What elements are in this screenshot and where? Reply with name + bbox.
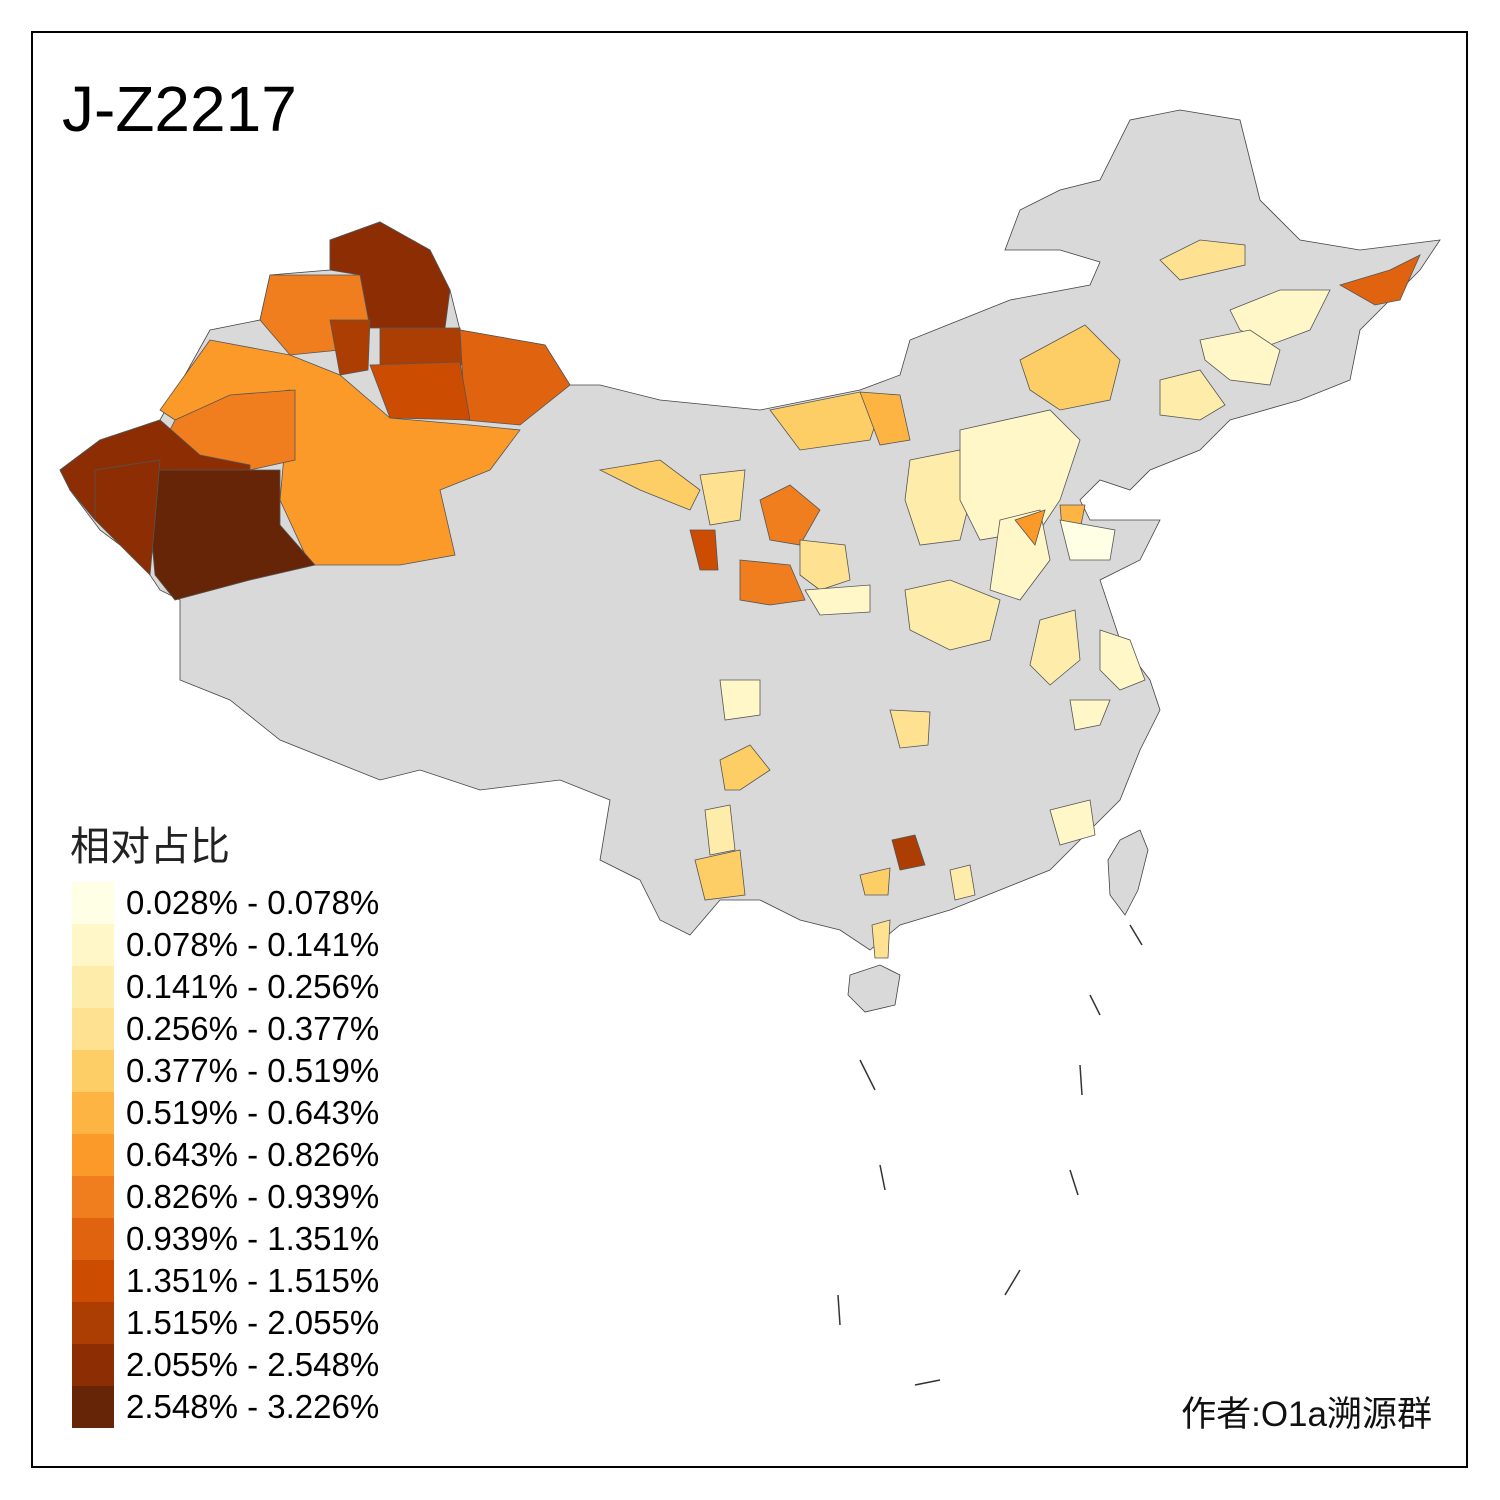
nine-dash-line-segment — [837, 1294, 841, 1326]
region-bin-4 — [719, 744, 771, 791]
legend-swatch — [72, 1134, 114, 1176]
legend-label: 0.939% - 1.351% — [126, 1220, 380, 1257]
legend-swatch — [72, 1386, 114, 1428]
region-bin-1 — [1099, 629, 1146, 691]
legend-swatch — [72, 966, 114, 1008]
region-bin-5 — [859, 391, 911, 446]
legend-label: 1.351% - 1.515% — [126, 1262, 380, 1299]
legend-swatch — [72, 1176, 114, 1218]
region-bin-10 — [329, 319, 371, 376]
legend-item: 0.643% - 0.826% — [72, 1134, 379, 1176]
legend-item: 0.939% - 1.351% — [72, 1218, 379, 1260]
legend-item: 1.515% - 2.055% — [72, 1302, 379, 1344]
region-bin-7 — [759, 484, 821, 546]
nine-dash-line-segment — [859, 1059, 876, 1091]
region-bin-3 — [1159, 239, 1246, 281]
legend-label: 2.548% - 3.226% — [126, 1388, 380, 1425]
region-bin-0 — [1059, 519, 1116, 561]
region-bin-6 — [1014, 509, 1046, 546]
nine-dash-line-segment — [1079, 1064, 1083, 1096]
region-bin-1 — [719, 679, 761, 721]
legend-label: 2.055% - 2.548% — [126, 1346, 380, 1383]
legend-item: 0.519% - 0.643% — [72, 1092, 379, 1134]
legend-label: 0.078% - 0.141% — [126, 926, 380, 963]
map-frame — [31, 31, 1468, 1468]
legend-label: 1.515% - 2.055% — [126, 1304, 380, 1341]
region-bin-8 — [1338, 254, 1421, 306]
region-bin-4 — [694, 849, 746, 901]
region-bin-3 — [699, 469, 746, 526]
region-bin-3 — [799, 539, 851, 591]
region-bin-11 — [94, 459, 161, 576]
region-bin-10 — [891, 834, 926, 871]
region-bin-7 — [739, 559, 806, 606]
legend-item: 2.055% - 2.548% — [72, 1344, 379, 1386]
legend-label: 0.519% - 0.643% — [126, 1094, 380, 1131]
region-bin-3 — [889, 709, 931, 749]
legend-item: 0.078% - 0.141% — [72, 924, 379, 966]
nine-dash-line-segment — [914, 1379, 941, 1386]
legend-swatch — [72, 882, 114, 924]
taiwan-island — [1107, 829, 1149, 916]
legend-title: 相对占比 — [70, 825, 230, 869]
legend-label: 0.826% - 0.939% — [126, 1178, 380, 1215]
legend-swatch — [72, 924, 114, 966]
legend-item: 0.377% - 0.519% — [72, 1050, 379, 1092]
region-bin-9 — [689, 529, 719, 571]
legend-swatch — [72, 1302, 114, 1344]
author-credit: 作者:O1a溯源群 — [1181, 1395, 1432, 1434]
legend-item: 1.351% - 1.515% — [72, 1260, 379, 1302]
legend-item: 0.826% - 0.939% — [72, 1176, 379, 1218]
hainan-island — [847, 964, 901, 1013]
nine-dash-line-segment — [1129, 924, 1143, 946]
region-bin-3 — [871, 919, 891, 959]
legend-label: 0.028% - 0.078% — [126, 884, 380, 921]
region-bin-1 — [1069, 699, 1111, 731]
legend-swatch — [72, 1218, 114, 1260]
region-bin-1 — [804, 584, 871, 616]
nine-dash-line-segment — [1089, 994, 1101, 1016]
region-bin-4 — [859, 867, 891, 896]
region-bin-1 — [1049, 799, 1096, 846]
region-bin-4 — [598, 459, 701, 511]
map-title: J-Z2217 — [62, 73, 297, 145]
legend-label: 0.643% - 0.826% — [126, 1136, 380, 1173]
nine-dash-line-segment — [1004, 1269, 1021, 1296]
region-bin-4 — [1019, 324, 1121, 411]
region-bin-1 — [959, 409, 1081, 541]
legend-label: 0.256% - 0.377% — [126, 1010, 380, 1047]
legend-item: 0.141% - 0.256% — [72, 966, 379, 1008]
region-bin-2 — [704, 804, 736, 856]
legend-label: 0.141% - 0.256% — [126, 968, 380, 1005]
legend-swatch — [72, 1260, 114, 1302]
legend-label: 0.377% - 0.519% — [126, 1052, 380, 1089]
nine-dash-line-segment — [879, 1164, 886, 1191]
region-bin-2 — [904, 579, 1001, 651]
legend-swatch — [72, 1092, 114, 1134]
legend-item: 2.548% - 3.226% — [72, 1386, 379, 1428]
region-bin-2 — [949, 864, 976, 901]
legend-item: 0.028% - 0.078% — [72, 882, 379, 924]
legend-swatch — [72, 1344, 114, 1386]
legend-item: 0.256% - 0.377% — [72, 1008, 379, 1050]
region-bin-1 — [1229, 289, 1331, 346]
region-bin-2 — [1159, 369, 1226, 421]
region-bin-2 — [1029, 609, 1081, 686]
legend-swatch — [72, 1050, 114, 1092]
nine-dash-line-segment — [1069, 1169, 1079, 1196]
region-bin-9 — [369, 361, 471, 421]
legend-swatch — [72, 1008, 114, 1050]
legend: 0.028% - 0.078% 0.078% - 0.141% 0.141% - 0… — [72, 882, 379, 1428]
region-bin-1 — [1199, 329, 1281, 386]
